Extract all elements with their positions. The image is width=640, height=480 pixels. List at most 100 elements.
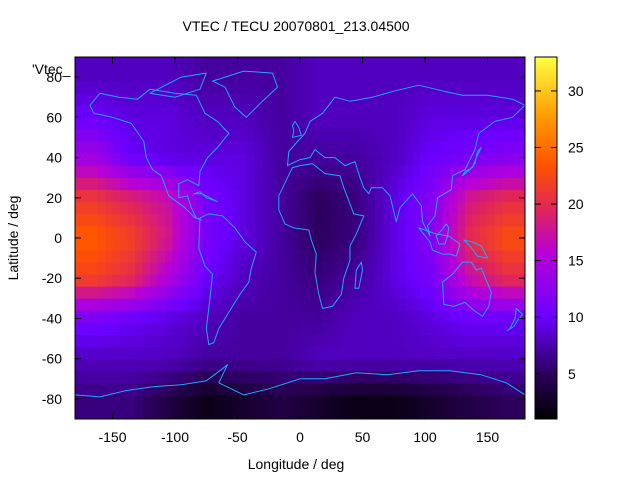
heatmap-cell xyxy=(345,286,353,299)
heatmap-cell xyxy=(405,250,413,263)
heatmap-cell xyxy=(517,382,525,396)
heatmap-cell xyxy=(202,286,211,299)
heatmap-cell xyxy=(135,57,143,70)
heatmap-cell xyxy=(315,370,323,384)
heatmap-cell xyxy=(487,406,496,419)
heatmap-cell xyxy=(210,165,218,179)
heatmap-cell xyxy=(217,358,226,372)
heatmap-cell xyxy=(127,358,136,372)
heatmap-cell xyxy=(232,189,241,203)
heatmap-cell xyxy=(270,286,278,299)
heatmap-cell xyxy=(202,334,211,347)
heatmap-cell xyxy=(322,93,331,106)
heatmap-cell xyxy=(135,250,143,263)
heatmap-cell xyxy=(465,57,473,70)
heatmap-cell xyxy=(307,105,316,118)
heatmap-cell xyxy=(292,189,301,203)
heatmap-cell xyxy=(420,129,428,142)
heatmap-cell xyxy=(465,286,473,299)
heatmap-cell xyxy=(202,382,211,396)
heatmap-cell xyxy=(225,129,233,142)
heatmap-cell xyxy=(120,286,128,299)
heatmap-cell xyxy=(352,286,361,299)
heatmap-cell xyxy=(120,334,128,347)
heatmap-cell xyxy=(322,394,331,408)
heatmap-cell xyxy=(390,129,398,142)
heatmap-cell xyxy=(217,286,226,299)
heatmap-cell xyxy=(487,153,496,166)
heatmap-cell xyxy=(172,177,181,191)
heatmap-cell xyxy=(225,165,233,179)
heatmap-cell xyxy=(255,394,263,408)
heatmap-cell xyxy=(127,69,136,82)
heatmap-cell xyxy=(232,69,241,82)
heatmap-cell xyxy=(217,189,226,203)
heatmap-cell xyxy=(82,298,91,311)
heatmap-cell xyxy=(217,105,226,118)
x-tick-label: 50 xyxy=(355,429,371,445)
heatmap-cell xyxy=(255,406,263,419)
heatmap-cell xyxy=(517,57,525,70)
heatmap-cell xyxy=(382,93,391,106)
heatmap-cell xyxy=(247,406,256,419)
heatmap-cell xyxy=(150,225,158,239)
heatmap-cell xyxy=(75,346,83,360)
heatmap-cell xyxy=(450,394,458,408)
heatmap-cell xyxy=(450,153,458,166)
heatmap-cell xyxy=(210,370,218,384)
heatmap-cell xyxy=(307,250,316,263)
heatmap-cell xyxy=(337,213,346,227)
heatmap-cell xyxy=(82,358,91,372)
heatmap-cell xyxy=(495,105,503,118)
colorbar-tick-label: 10 xyxy=(568,309,584,325)
heatmap-cell xyxy=(142,382,151,396)
heatmap-cell xyxy=(457,322,466,335)
heatmap-cell xyxy=(270,394,278,408)
heatmap-cell xyxy=(472,286,481,299)
heatmap-cell xyxy=(330,81,338,94)
heatmap-cell xyxy=(375,394,383,408)
heatmap-cell xyxy=(450,250,458,263)
heatmap-cell xyxy=(285,286,293,299)
heatmap-cell xyxy=(255,69,263,82)
heatmap-cell xyxy=(225,334,233,347)
heatmap-cell xyxy=(345,310,353,323)
heatmap-cell xyxy=(240,298,248,311)
heatmap-cell xyxy=(397,250,406,263)
heatmap-cell xyxy=(352,322,361,335)
heatmap-cell xyxy=(105,201,113,215)
heatmap-cell xyxy=(397,225,406,239)
heatmap-cell xyxy=(195,298,203,311)
heatmap-cell xyxy=(307,189,316,203)
heatmap-cell xyxy=(135,105,143,118)
heatmap-cell xyxy=(337,346,346,360)
heatmap-cell xyxy=(277,238,286,251)
x-tick-label: 0 xyxy=(296,429,304,445)
heatmap-cell xyxy=(510,189,518,203)
heatmap-cell xyxy=(187,117,196,130)
heatmap-cell xyxy=(375,57,383,70)
heatmap-cell xyxy=(262,69,271,82)
heatmap-cell xyxy=(375,81,383,94)
heatmap-cell xyxy=(232,165,241,179)
heatmap-cell xyxy=(232,274,241,287)
heatmap-cell xyxy=(307,310,316,323)
heatmap-cell xyxy=(120,165,128,179)
heatmap-cell xyxy=(412,394,421,408)
heatmap-cell xyxy=(517,105,525,118)
heatmap-cell xyxy=(300,69,308,82)
heatmap-cell xyxy=(142,358,151,372)
heatmap-cell xyxy=(232,382,241,396)
heatmap-cell xyxy=(435,358,443,372)
heatmap-cell xyxy=(157,225,166,239)
heatmap-cell xyxy=(502,346,511,360)
heatmap-cell xyxy=(217,201,226,215)
heatmap-cell xyxy=(277,57,286,70)
heatmap-cell xyxy=(495,406,503,419)
heatmap-cell xyxy=(510,334,518,347)
heatmap-cell xyxy=(262,298,271,311)
heatmap-cell xyxy=(322,286,331,299)
heatmap-cell xyxy=(450,69,458,82)
heatmap-cell xyxy=(82,370,91,384)
